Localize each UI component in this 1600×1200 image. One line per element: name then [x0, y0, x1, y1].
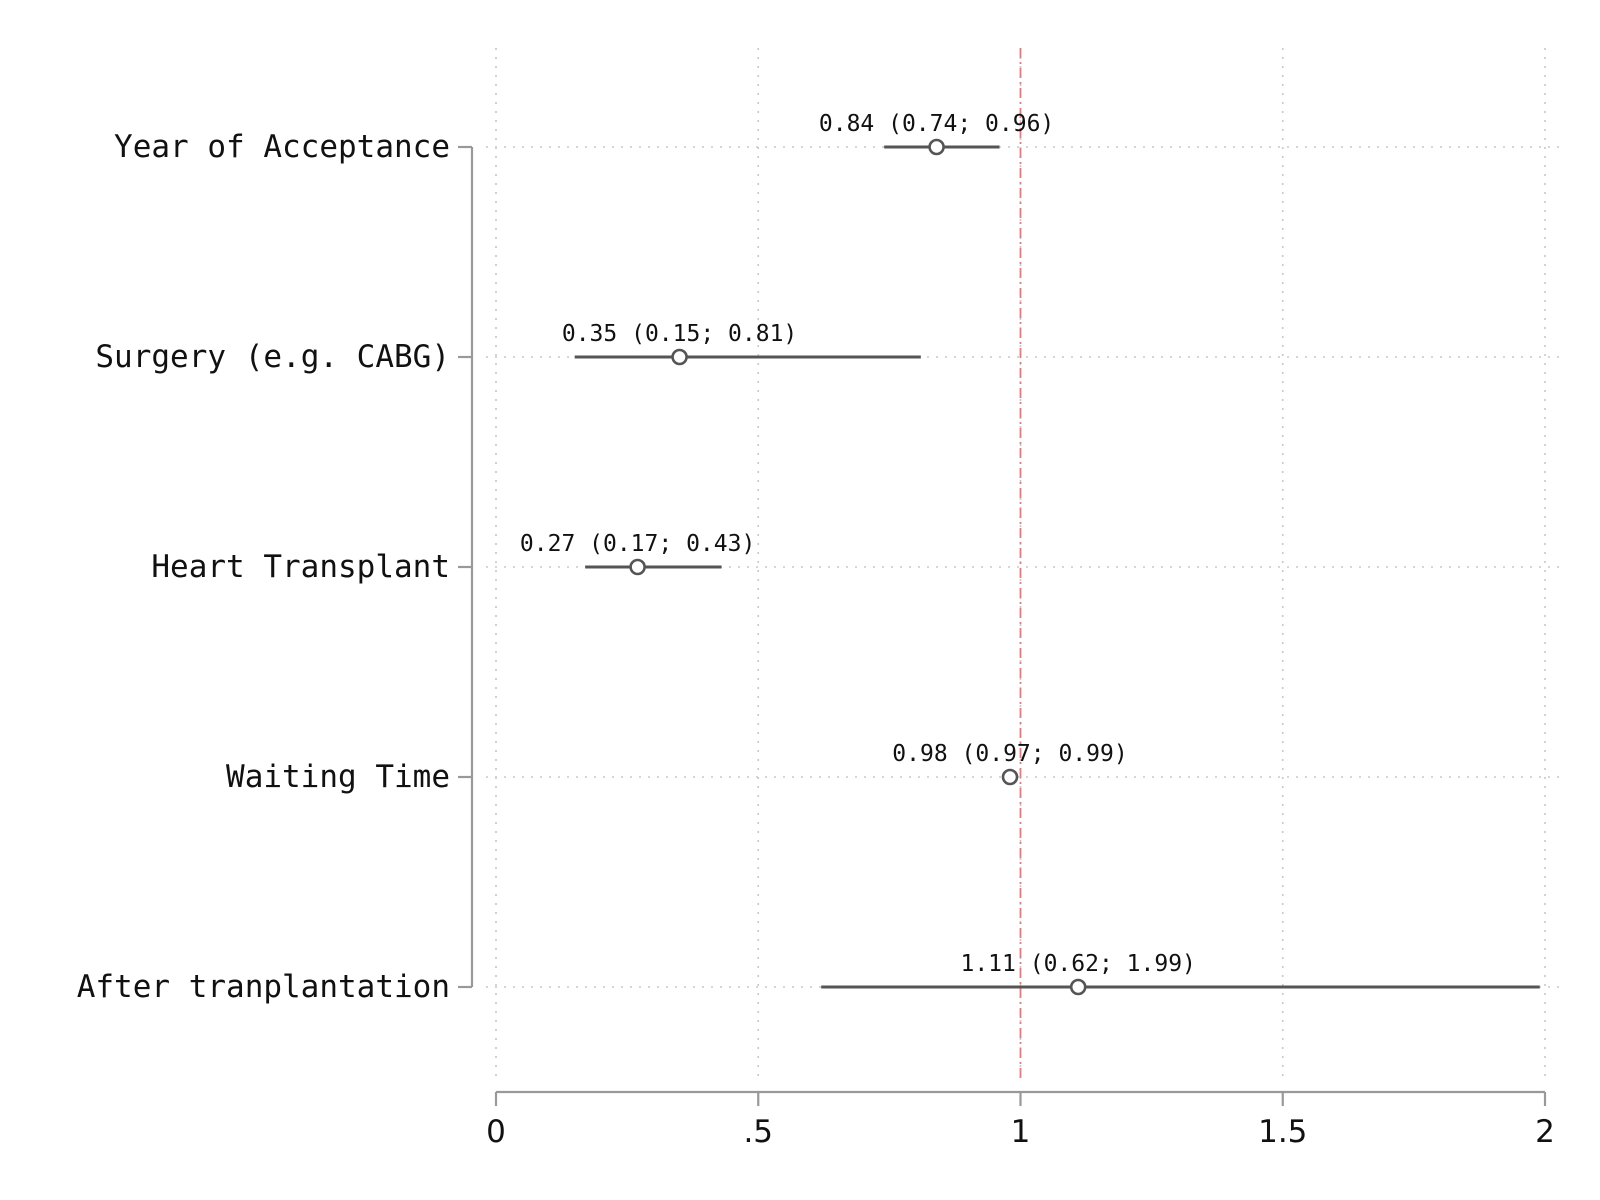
- y-tick-label: Surgery (e.g. CABG): [95, 339, 450, 375]
- x-tick-label: 1.5: [1258, 1114, 1307, 1150]
- x-tick-label: 2: [1535, 1114, 1555, 1150]
- y-tick-label: Waiting Time: [226, 759, 450, 795]
- y-tick-label: Year of Acceptance: [114, 129, 450, 165]
- estimate-label: 0.84 (0.74; 0.96): [819, 111, 1054, 137]
- estimate-marker: [1001, 768, 1019, 786]
- estimate-label: 1.11 (0.62; 1.99): [960, 951, 1195, 977]
- estimate-marker: [1069, 978, 1087, 996]
- x-tick-label: 1: [1011, 1114, 1031, 1150]
- y-tick-label: Heart Transplant: [151, 549, 450, 585]
- estimate-label: 0.27 (0.17; 0.43): [520, 531, 755, 557]
- estimate-marker: [671, 348, 688, 366]
- estimate-label: 0.35 (0.15; 0.81): [562, 321, 797, 347]
- estimate-marker: [928, 138, 945, 156]
- x-tick-label: 0: [486, 1114, 506, 1150]
- x-tick-label: .5: [743, 1114, 773, 1150]
- estimate-marker: [629, 558, 646, 576]
- y-tick-label: After tranplantation: [77, 969, 450, 1005]
- estimate-label: 0.98 (0.97; 0.99): [892, 741, 1127, 767]
